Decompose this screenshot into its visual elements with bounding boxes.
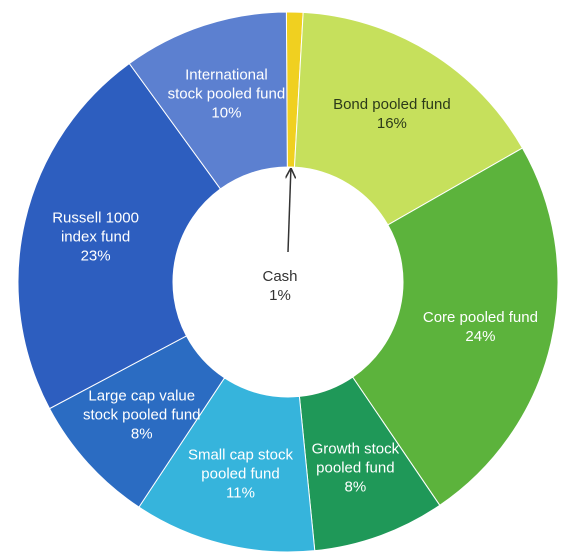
value-label: 8%: [130, 425, 153, 443]
segment-label: Cash 1%: [250, 267, 310, 305]
category-name: Core pooled fund: [422, 308, 538, 326]
value-label: 24%: [465, 327, 496, 345]
value-label: 10%: [211, 104, 242, 122]
segment-label: Small cap stock pooled fund 11%: [182, 445, 300, 502]
segment: [138, 377, 316, 553]
segment-label: Core pooled fund 24%: [421, 308, 539, 346]
category-name: Bond pooled fund: [333, 96, 451, 114]
value-label: 23%: [80, 247, 111, 265]
category-name: Cash: [262, 268, 298, 285]
value-label: 1%: [269, 287, 291, 304]
category-name: International stock pooled fund: [167, 66, 286, 103]
value-label: 8%: [344, 478, 367, 496]
segment-label: Growth stock pooled fund 8%: [296, 439, 414, 496]
arrow: [288, 169, 291, 253]
value-label: 16%: [376, 115, 407, 133]
segment: [128, 11, 288, 190]
category-name: Small cap stock pooled fund: [187, 446, 294, 483]
segment-label: Russell 1000 index fund 23%: [37, 209, 155, 266]
segment-label: International stock pooled fund 10%: [167, 66, 286, 123]
category-name: Russell 1000 index fund: [52, 209, 139, 246]
segment: [351, 147, 559, 506]
category-name: Large cap value stock pooled fund: [82, 387, 201, 424]
value-label: 11%: [226, 484, 255, 502]
segment: [293, 11, 524, 226]
segment-label: Large cap value stock pooled fund 8%: [83, 386, 201, 443]
segment-label: Bond pooled fund 16%: [333, 95, 451, 133]
segment: [17, 62, 222, 410]
category-name: Growth stock pooled fund: [311, 440, 400, 477]
